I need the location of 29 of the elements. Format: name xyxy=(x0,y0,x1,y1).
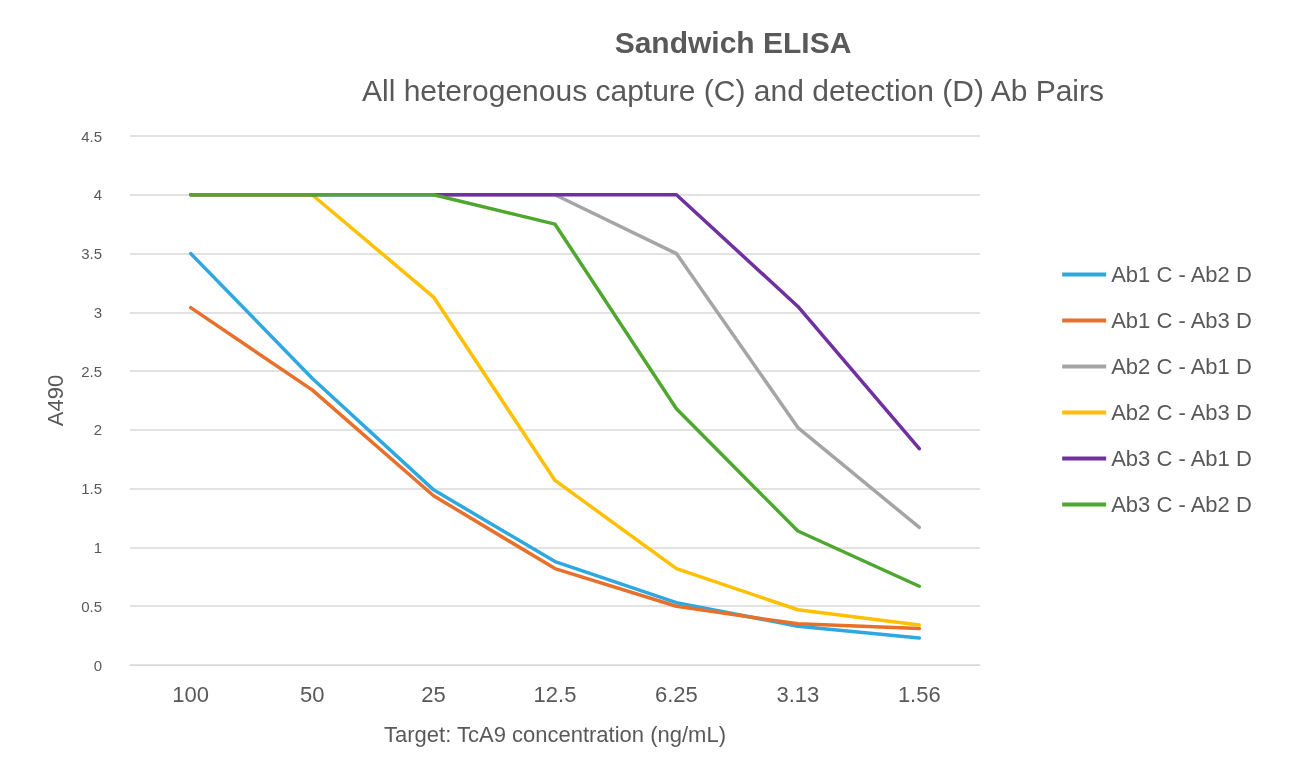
y-tick-label: 2.5 xyxy=(81,362,102,380)
y-tick-label: 4.5 xyxy=(81,127,102,145)
legend-label: Ab3 C - Ab2 D xyxy=(1111,492,1252,517)
legend-label: Ab1 C - Ab2 D xyxy=(1111,262,1252,287)
y-tick-label: 3 xyxy=(93,303,102,321)
line-series xyxy=(188,251,922,640)
line-series xyxy=(188,305,922,631)
y-tick-label: 1 xyxy=(93,538,102,556)
y-tick-label: 3.5 xyxy=(81,245,102,263)
x-tick-label: 50 xyxy=(299,681,325,707)
y-tick-label: 4 xyxy=(93,186,102,204)
y-tick-label: 1.5 xyxy=(81,480,102,498)
y-tick-label: 2 xyxy=(93,421,102,439)
legend-label: Ab1 C - Ab3 D xyxy=(1111,308,1252,333)
y-tick-label: 0.5 xyxy=(81,597,102,615)
x-tick-label: 12.5 xyxy=(533,681,577,707)
legend-label: Ab2 C - Ab1 D xyxy=(1111,354,1252,379)
x-tick-label: 100 xyxy=(172,681,210,707)
chart-subtitle: All heterogenous capture (C) and detection (D) Ab Pairs xyxy=(361,73,1105,107)
y-tick-label: 0 xyxy=(93,656,102,674)
x-tick-label: 1.56 xyxy=(897,681,941,707)
legend-label: Ab3 C - Ab1 D xyxy=(1111,446,1252,471)
y-axis-title: A490 xyxy=(42,374,68,427)
x-tick-label: 6.25 xyxy=(655,681,698,707)
chart-title: Sandwich ELISA xyxy=(614,25,852,59)
x-tick-label: 3.13 xyxy=(776,681,820,707)
x-axis-title: Target: TcA9 concentration (ng/mL) xyxy=(384,721,726,747)
x-tick-label: 25 xyxy=(421,681,446,707)
legend-label: Ab2 C - Ab3 D xyxy=(1111,400,1252,425)
